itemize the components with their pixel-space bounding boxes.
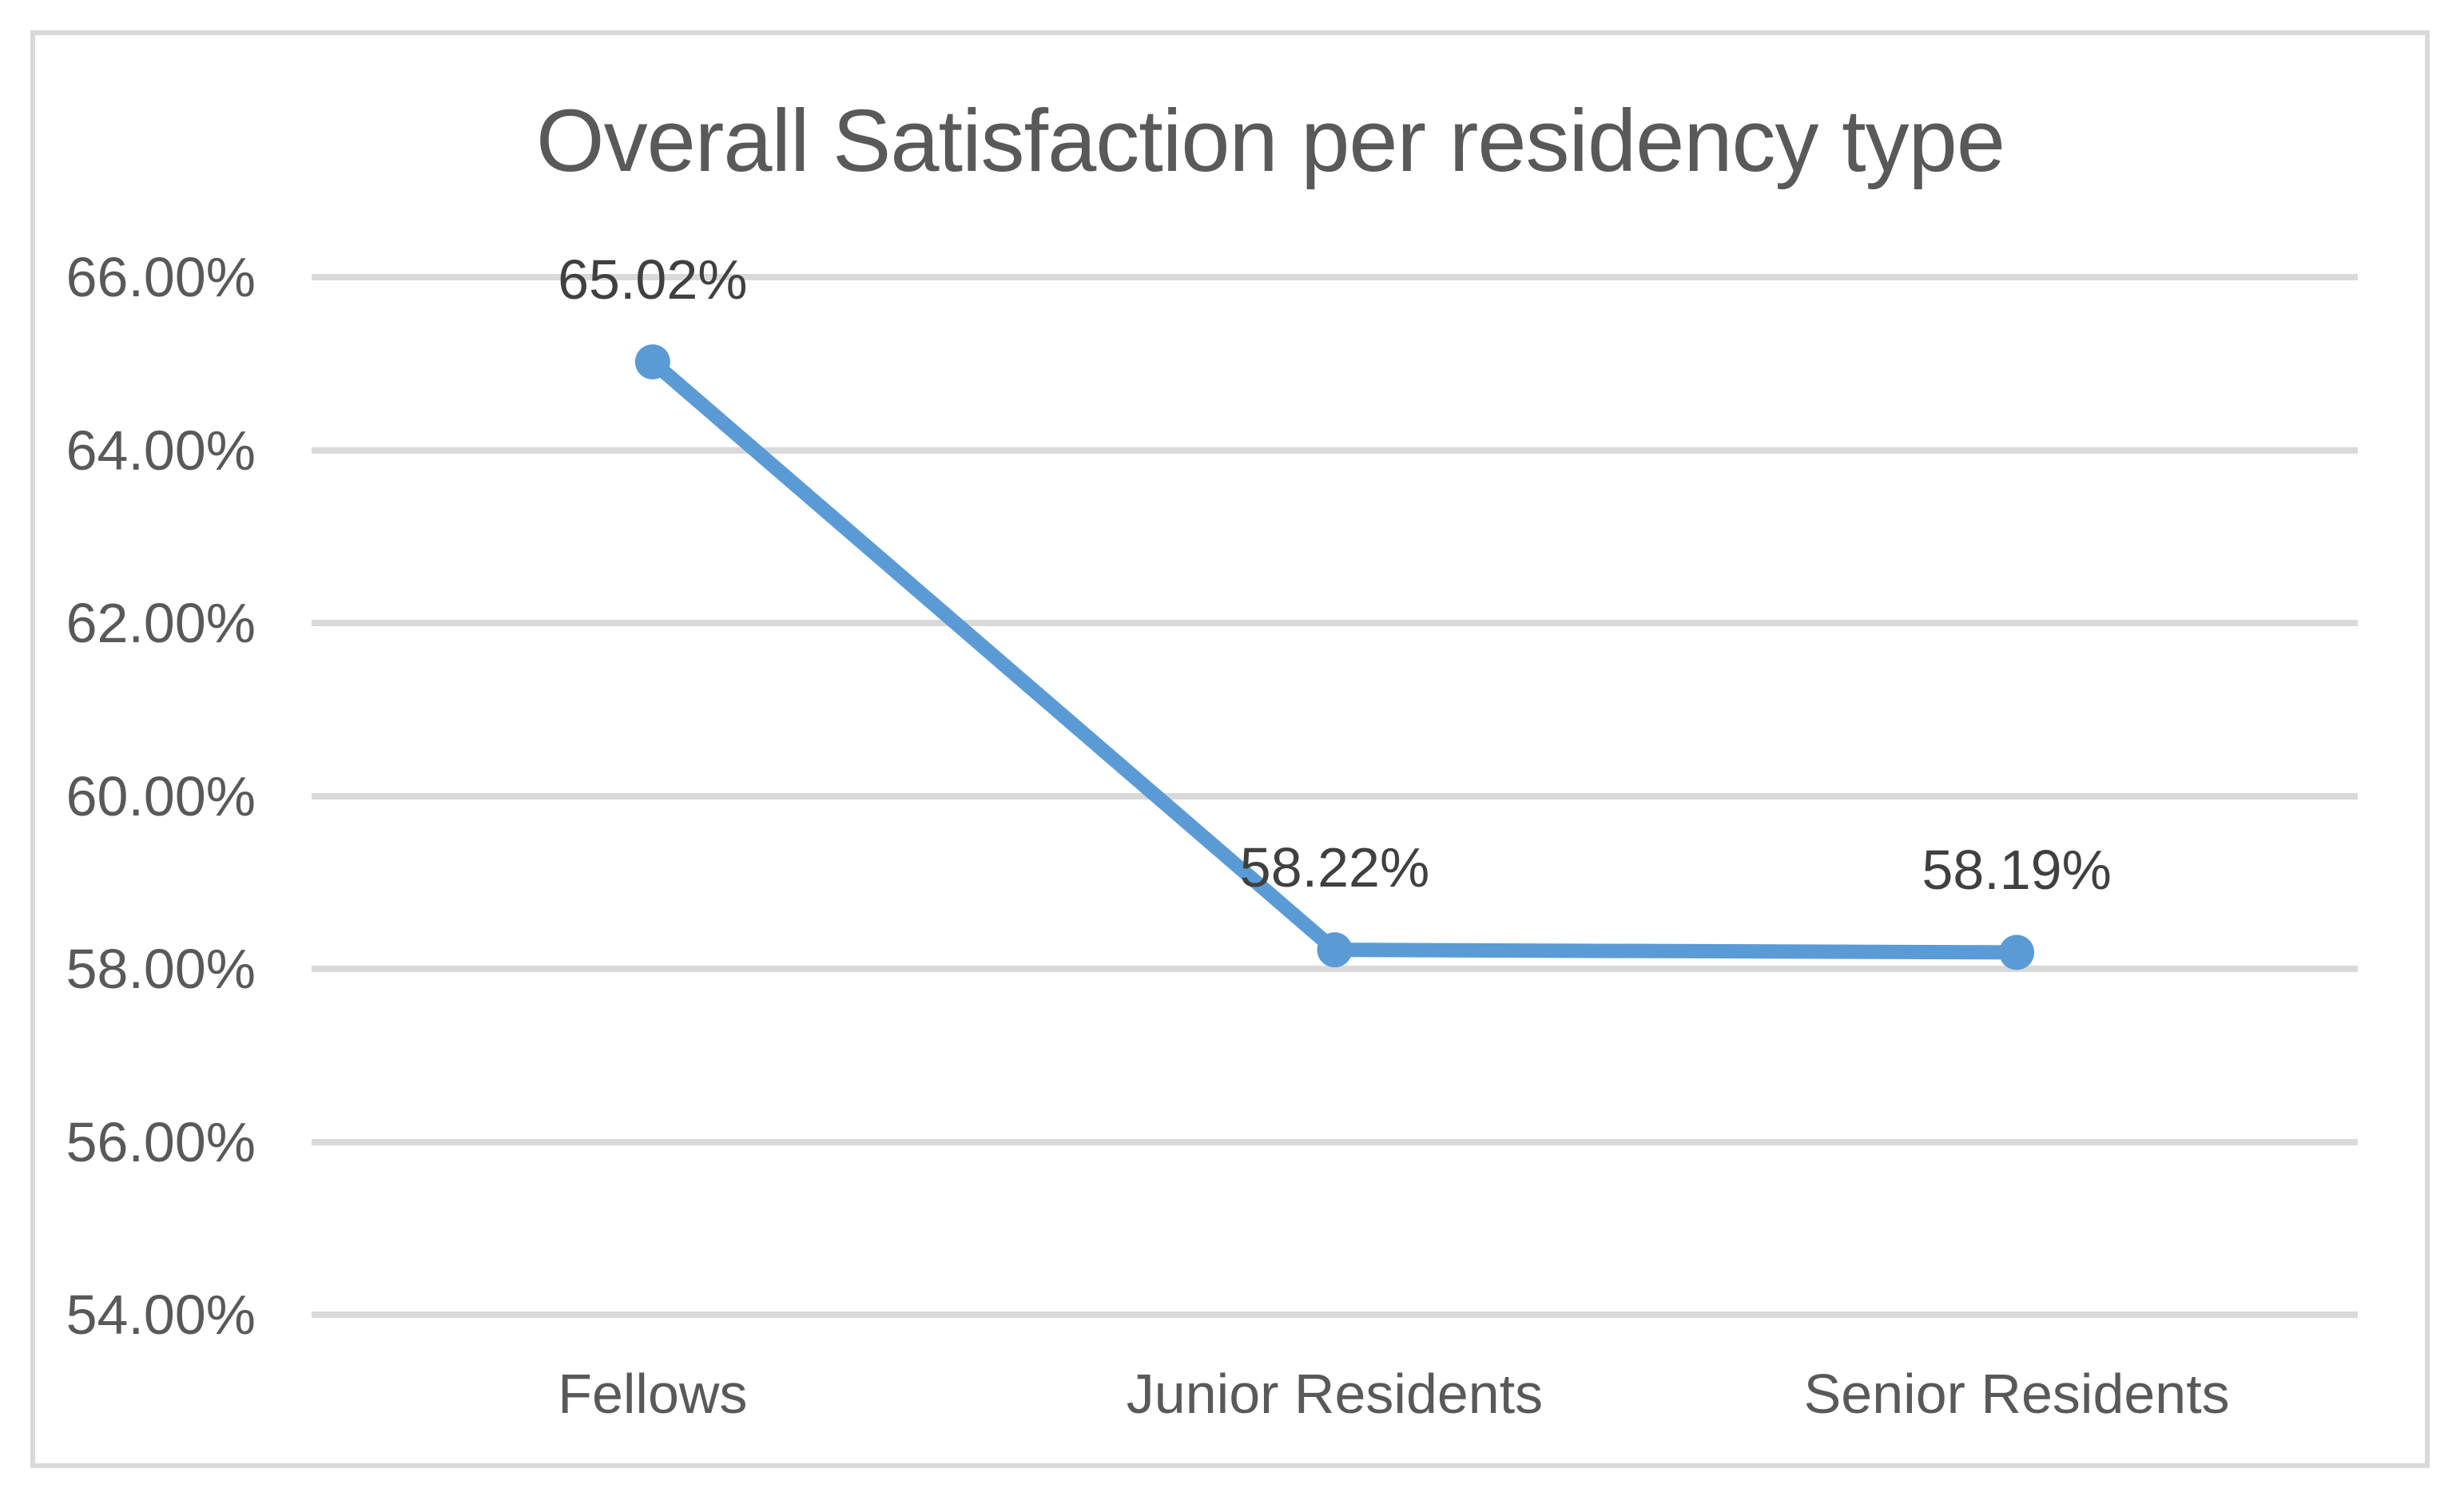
x-axis-category-label: Fellows: [558, 1363, 748, 1425]
data-point-label: 58.19%: [1922, 839, 2112, 902]
data-point-marker: [1317, 932, 1353, 968]
x-axis-category-label: Junior Residents: [1126, 1363, 1544, 1425]
gridline: [312, 1138, 2358, 1145]
y-axis-tick-label: 62.00%: [66, 592, 256, 654]
y-axis-tick-label: 64.00%: [66, 419, 256, 482]
gridline: [312, 446, 2358, 454]
x-axis-category-label: Senior Residents: [1803, 1363, 2230, 1425]
y-axis-tick-label: 60.00%: [66, 764, 256, 827]
data-point-label: 65.02%: [558, 248, 748, 312]
gridline: [312, 792, 2358, 800]
gridline: [312, 966, 2358, 972]
gridline: [312, 274, 2358, 280]
data-point-marker: [634, 344, 670, 380]
y-axis-tick-label: 66.00%: [66, 246, 256, 308]
chart-title: Overall Satisfaction per residency type: [536, 92, 2005, 190]
y-axis-tick-label: 58.00%: [66, 938, 256, 1000]
gridline: [312, 1312, 2358, 1318]
data-point-label: 58.22%: [1239, 836, 1430, 899]
chart-frame: [30, 30, 2430, 1468]
y-axis-tick-label: 56.00%: [66, 1110, 256, 1173]
data-point-marker: [1999, 935, 2035, 970]
gridline: [312, 620, 2358, 626]
y-axis-tick-label: 54.00%: [66, 1284, 256, 1346]
